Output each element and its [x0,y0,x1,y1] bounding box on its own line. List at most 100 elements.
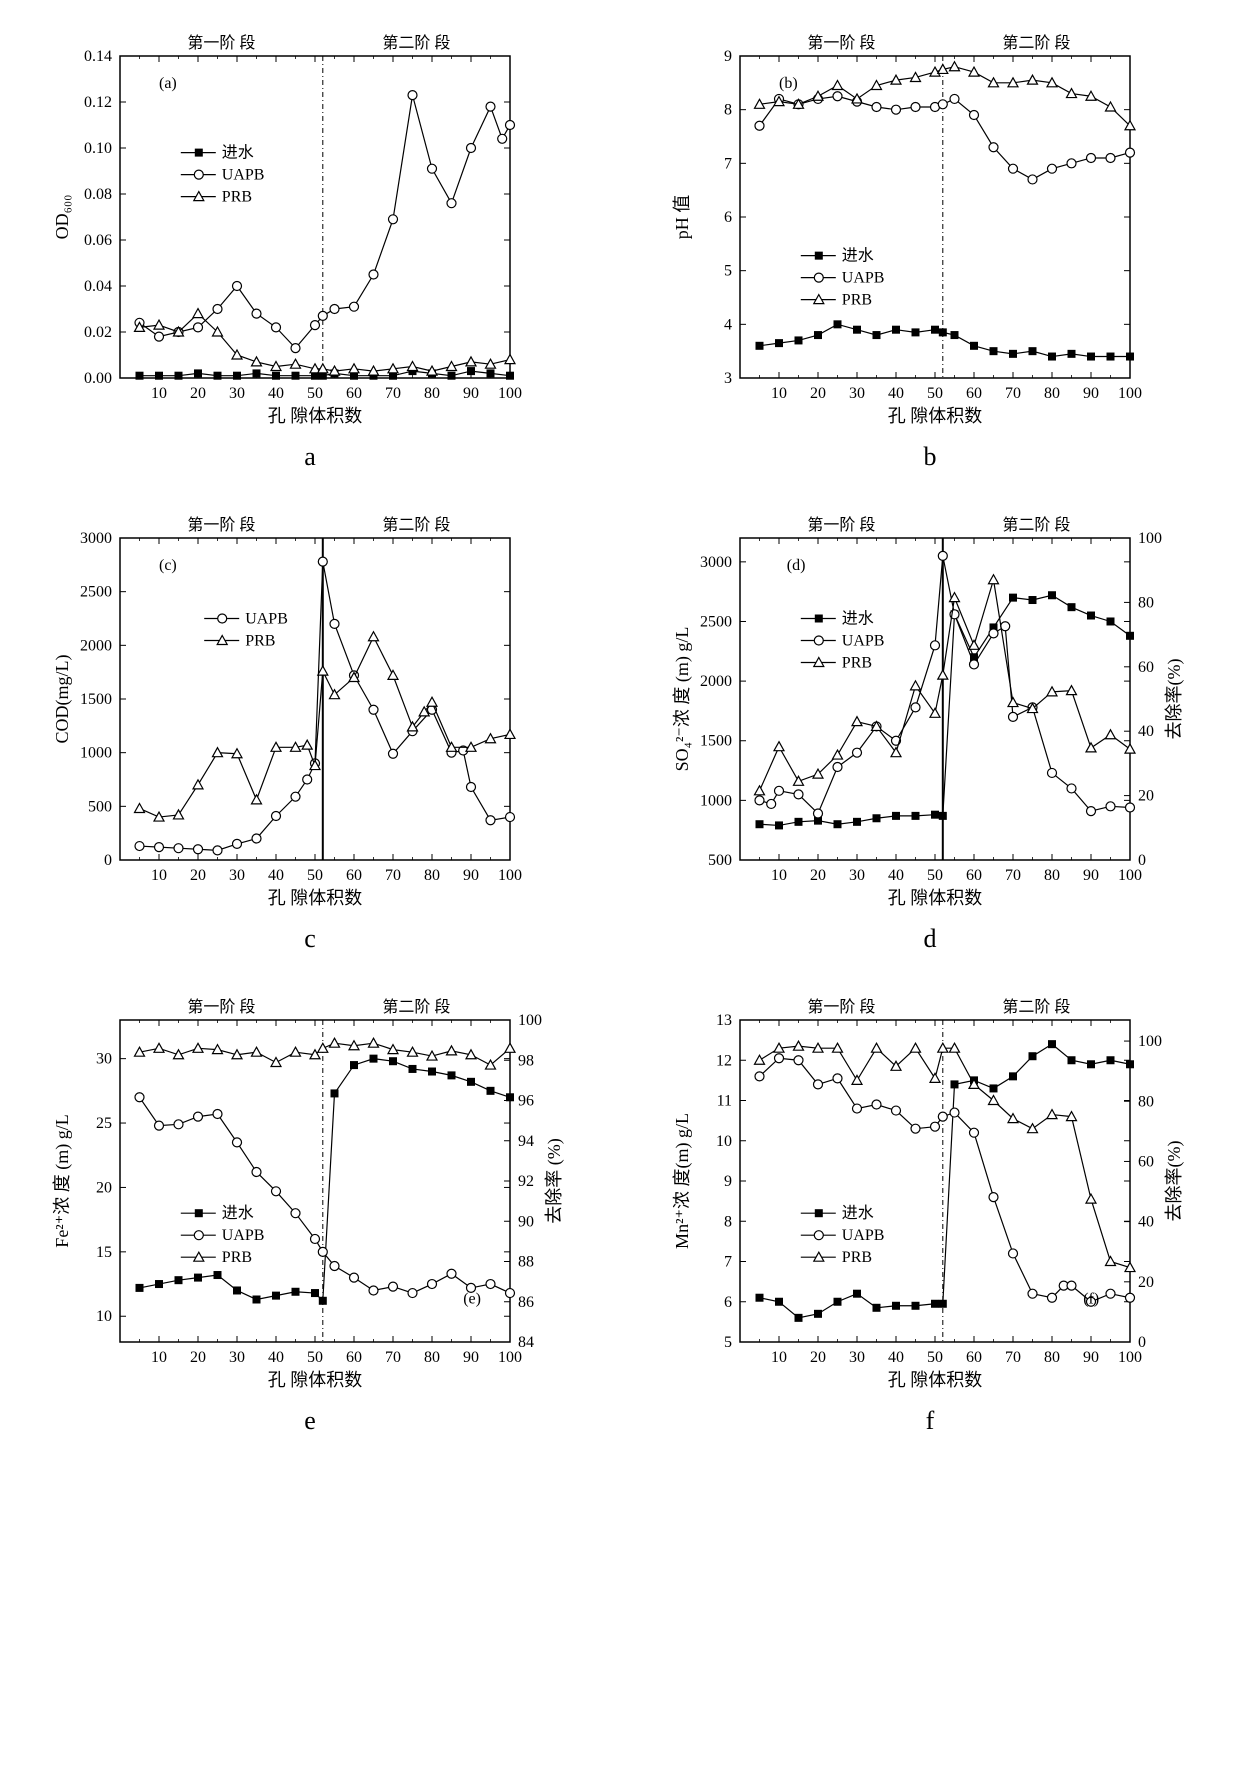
svg-text:Fe²⁺浓 度 (m) g/L: Fe²⁺浓 度 (m) g/L [52,1114,73,1247]
svg-text:88: 88 [518,1254,534,1271]
svg-text:2000: 2000 [700,673,732,690]
svg-text:UAPB: UAPB [222,167,265,184]
svg-text:第一阶 段: 第一阶 段 [187,34,255,52]
svg-text:0.00: 0.00 [84,370,112,387]
svg-text:0.08: 0.08 [84,186,112,203]
svg-text:70: 70 [385,1349,401,1366]
svg-text:100: 100 [498,385,522,402]
svg-text:去除率(%): 去除率(%) [1164,659,1185,740]
svg-text:10: 10 [716,1133,732,1150]
svg-text:70: 70 [1005,1349,1021,1366]
svg-text:3000: 3000 [700,554,732,571]
svg-text:30: 30 [96,1051,112,1068]
svg-text:92: 92 [518,1173,534,1190]
svg-text:20: 20 [96,1179,112,1196]
svg-text:84: 84 [518,1334,534,1351]
svg-text:40: 40 [888,867,904,884]
svg-text:40: 40 [1138,723,1154,740]
svg-text:100: 100 [1138,530,1162,547]
chart-a: 1020304050607080901000.000.020.040.060.0… [50,20,570,430]
svg-text:30: 30 [849,867,865,884]
svg-text:4: 4 [724,316,732,333]
chart-c: 1020304050607080901000500100015002000250… [50,502,570,912]
svg-text:9: 9 [724,48,732,65]
svg-text:20: 20 [810,867,826,884]
svg-text:60: 60 [1138,659,1154,676]
svg-text:60: 60 [966,385,982,402]
svg-text:80: 80 [1138,1093,1154,1110]
svg-text:60: 60 [346,1349,362,1366]
svg-text:30: 30 [849,1349,865,1366]
svg-text:100: 100 [498,867,522,884]
svg-text:100: 100 [1138,1033,1162,1050]
svg-text:30: 30 [849,385,865,402]
svg-text:10: 10 [771,385,787,402]
chart-f: 1020304050607080901005678910111213020406… [670,984,1190,1394]
svg-text:1500: 1500 [700,733,732,750]
svg-text:96: 96 [518,1093,534,1110]
svg-text:15: 15 [96,1244,112,1261]
svg-text:PRB: PRB [842,1249,872,1266]
svg-text:70: 70 [385,867,401,884]
svg-text:7: 7 [724,1254,732,1271]
svg-text:(a): (a) [159,75,177,92]
svg-text:80: 80 [424,385,440,402]
svg-text:90: 90 [463,385,479,402]
svg-text:60: 60 [966,867,982,884]
svg-text:3: 3 [724,370,732,387]
svg-text:10: 10 [771,1349,787,1366]
svg-text:PRB: PRB [245,633,275,650]
svg-text:50: 50 [927,385,943,402]
svg-text:13: 13 [716,1012,732,1029]
svg-text:UAPB: UAPB [842,270,885,287]
svg-text:5: 5 [724,1334,732,1351]
svg-text:70: 70 [385,385,401,402]
svg-text:第一阶 段: 第一阶 段 [187,516,255,534]
svg-text:第二阶 段: 第二阶 段 [1002,516,1070,534]
svg-text:90: 90 [463,867,479,884]
svg-text:(e): (e) [463,1290,481,1307]
svg-text:98: 98 [518,1052,534,1069]
svg-text:0.06: 0.06 [84,232,112,249]
svg-text:第二阶 段: 第二阶 段 [382,516,450,534]
svg-text:10: 10 [771,867,787,884]
svg-text:80: 80 [1044,385,1060,402]
svg-text:第二阶 段: 第二阶 段 [1002,998,1070,1016]
svg-text:60: 60 [1138,1153,1154,1170]
sublabel-e: e [304,1406,316,1436]
svg-text:去除率(%): 去除率(%) [1164,1141,1185,1222]
svg-text:40: 40 [888,385,904,402]
svg-text:0: 0 [104,852,112,869]
svg-text:100: 100 [1118,1349,1142,1366]
svg-text:6: 6 [724,1294,732,1311]
svg-text:1000: 1000 [80,745,112,762]
svg-text:1500: 1500 [80,691,112,708]
svg-text:20: 20 [810,385,826,402]
svg-text:10: 10 [151,1349,167,1366]
svg-text:0: 0 [1138,852,1146,869]
svg-text:进水: 进水 [222,144,254,162]
svg-text:(b): (b) [779,75,798,92]
svg-text:20: 20 [1138,788,1154,805]
svg-text:500: 500 [88,798,112,815]
svg-text:6: 6 [724,209,732,226]
svg-text:50: 50 [927,867,943,884]
svg-text:20: 20 [190,385,206,402]
svg-text:8: 8 [724,1213,732,1230]
svg-text:2000: 2000 [80,637,112,654]
svg-text:40: 40 [268,385,284,402]
svg-text:40: 40 [1138,1214,1154,1231]
svg-text:第一阶 段: 第一阶 段 [807,34,875,52]
svg-text:50: 50 [927,1349,943,1366]
svg-text:12: 12 [716,1052,732,1069]
svg-text:40: 40 [888,1349,904,1366]
svg-text:UAPB: UAPB [842,1227,885,1244]
svg-text:孔 隙体积数: 孔 隙体积数 [888,1370,983,1390]
svg-text:100: 100 [518,1012,542,1029]
svg-text:OD₆₀₀: OD₆₀₀ [52,195,72,240]
svg-text:UAPB: UAPB [842,633,885,650]
svg-text:pH 值: pH 值 [672,195,692,240]
svg-text:进水: 进水 [842,247,874,265]
svg-text:90: 90 [518,1213,534,1230]
svg-text:0.14: 0.14 [84,48,112,65]
